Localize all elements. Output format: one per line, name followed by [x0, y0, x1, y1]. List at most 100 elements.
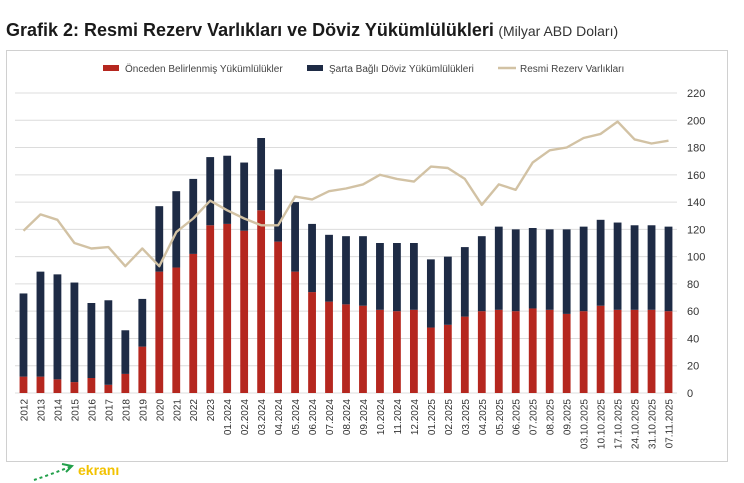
bar-contingent: [630, 225, 639, 310]
legend-label: Şarta Bağlı Döviz Yükümlülükleri: [329, 64, 474, 75]
y-tick-label: 200: [687, 115, 705, 127]
x-tick-label: 11.2024: [393, 399, 404, 435]
x-tick-label: 2021: [172, 399, 183, 422]
bar-predetermined: [460, 316, 469, 393]
bar-predetermined: [172, 267, 181, 393]
x-tick-label: 10.2024: [376, 399, 387, 436]
y-tick-label: 180: [687, 143, 705, 155]
bar-predetermined: [647, 309, 656, 393]
legend-label: Önceden Belirlenmiş Yükümlülükler: [125, 63, 283, 75]
bar-predetermined: [70, 382, 79, 393]
x-tick-label: 2018: [121, 399, 132, 422]
bar-predetermined: [104, 384, 113, 393]
bar-predetermined: [291, 271, 299, 393]
x-tick-label: 02.2024: [240, 399, 251, 436]
bar-contingent: [342, 236, 350, 305]
x-tick-label: 01.2025: [427, 399, 438, 436]
x-tick-label: 07.11.2025: [665, 399, 676, 449]
ekrani-logo: ekranı: [33, 462, 119, 481]
bar-predetermined: [477, 311, 486, 393]
bar-predetermined: [511, 311, 520, 393]
x-tick-label: 09.2024: [359, 399, 370, 436]
stacked-bar-line-chart: 0 20 40 60 80 100 120 140 160 180 200 220 2012 2013 20…: [15, 63, 705, 449]
bar-contingent: [274, 169, 283, 242]
x-tick-label: 10.10.2025: [597, 399, 608, 449]
bar-contingent: [36, 271, 45, 377]
chart-frame: 0 20 40 60 80 100 120 140 160 180 200 220 2012 2013 20…: [6, 50, 728, 462]
bar-predetermined: [189, 253, 198, 393]
x-tick-label: 08.2025: [546, 399, 557, 436]
x-tick-label: 2017: [104, 399, 115, 422]
x-tick-label: 06.2024: [308, 399, 319, 436]
bar-contingent: [325, 234, 333, 302]
bar-predetermined: [240, 230, 249, 393]
bar-predetermined: [494, 309, 503, 393]
bar-predetermined: [121, 373, 130, 393]
x-tick-label: 03.2025: [461, 399, 472, 436]
bar-predetermined: [409, 309, 418, 393]
bar-contingent: [494, 226, 503, 310]
bar-contingent: [308, 223, 316, 293]
legend-label: Resmi Rezerv Varlıkları: [520, 64, 624, 75]
bar-predetermined: [87, 378, 96, 393]
x-tick-label: 12.2024: [410, 399, 421, 436]
x-tick-label: 2023: [206, 399, 217, 422]
logo-text: ekranı: [78, 462, 119, 478]
bar-predetermined: [223, 223, 232, 393]
x-tick-label: 2015: [70, 399, 81, 422]
bar-contingent: [426, 259, 435, 328]
bar-predetermined: [53, 379, 62, 393]
bar-predetermined: [545, 309, 554, 393]
bar-contingent: [647, 225, 656, 310]
bar-predetermined: [359, 305, 367, 393]
x-tick-label: 03.2024: [257, 399, 268, 436]
y-tick-label: 220: [687, 88, 705, 100]
bar-contingent: [189, 178, 198, 254]
bar-predetermined: [613, 309, 622, 393]
bar-predetermined: [138, 346, 147, 393]
x-tick-label: 07.2024: [325, 399, 336, 436]
x-tick-label: 06.2025: [512, 399, 523, 436]
bar-predetermined: [342, 304, 350, 393]
bar-predetermined: [274, 241, 283, 393]
bar-contingent: [172, 191, 181, 268]
x-tick-label: 2012: [19, 399, 30, 422]
y-tick-label: 80: [687, 279, 699, 291]
bar-predetermined: [257, 210, 266, 393]
bar-contingent: [443, 256, 452, 325]
bar-contingent: [70, 282, 79, 383]
bar-predetermined: [528, 308, 537, 393]
bar-predetermined: [443, 324, 452, 393]
bar-contingent: [664, 226, 673, 312]
bar-contingent: [511, 229, 520, 312]
x-tick-label: 08.2024: [342, 399, 353, 436]
bar-contingent: [257, 138, 266, 211]
y-tick-label: 60: [687, 306, 699, 318]
bar-predetermined: [596, 305, 605, 393]
bar-contingent: [138, 298, 147, 347]
bar-predetermined: [376, 309, 384, 393]
line-reserve-assets: [22, 120, 669, 268]
bar-predetermined: [308, 292, 316, 393]
bar-contingent: [87, 303, 96, 378]
bar-contingent: [460, 247, 469, 317]
bar-contingent: [579, 226, 588, 312]
bar-contingent: [223, 155, 232, 224]
bar-contingent: [104, 300, 113, 385]
x-tick-label: 04.2025: [478, 399, 489, 436]
bar-predetermined: [664, 311, 673, 393]
bar-contingent: [376, 243, 384, 310]
bar-predetermined: [19, 376, 28, 393]
x-tick-label: 17.10.2025: [614, 399, 625, 449]
y-tick-label: 40: [687, 333, 699, 345]
bar-predetermined: [325, 301, 333, 393]
x-tick-label: 2020: [155, 399, 166, 422]
x-tick-label: 2016: [87, 399, 98, 422]
bar-contingent: [596, 219, 605, 306]
x-tick-label: 05.2025: [495, 399, 506, 436]
bar-contingent: [528, 228, 537, 309]
chart-title: Grafik 2: Resmi Rezerv Varlıkları ve Döv…: [6, 20, 494, 40]
x-tick-label: 2022: [189, 399, 200, 422]
bar-contingent: [121, 330, 130, 374]
bar-contingent: [409, 243, 418, 310]
